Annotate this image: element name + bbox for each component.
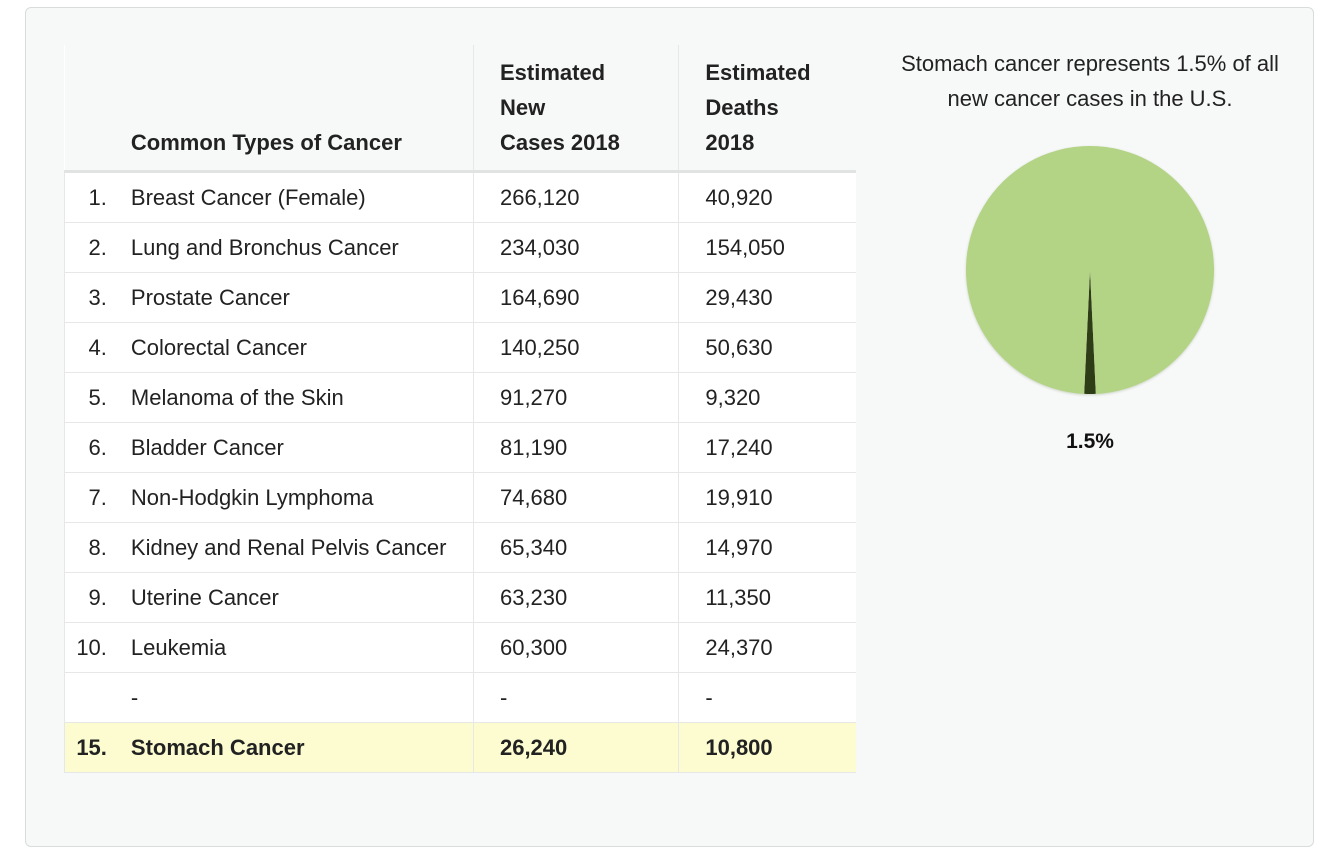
- row-new-cases: 63,230: [472, 572, 679, 623]
- row-new-cases: 60,300: [472, 622, 679, 673]
- row-deaths: -: [678, 672, 856, 723]
- deaths-header-line: Deaths: [705, 95, 779, 120]
- row-cancer-type: Colorectal Cancer: [130, 322, 474, 373]
- table-row: 3. Prostate Cancer 164,690 29,430: [63, 272, 856, 323]
- row-cancer-type: Uterine Cancer: [130, 572, 474, 623]
- new-cases-header-line: New: [499, 95, 546, 120]
- new-cases-header-line: Cases 2018: [499, 130, 620, 155]
- row-new-cases: 164,690: [472, 272, 679, 323]
- table-row: ---: [63, 672, 856, 723]
- row-cancer-type: Bladder Cancer: [130, 422, 474, 473]
- new-cases-header-line: Estimated: [499, 60, 606, 85]
- cancer-type-header: Common Types of Cancer: [130, 45, 474, 173]
- row-deaths: 11,350: [678, 572, 856, 623]
- row-cancer-type: Breast Cancer (Female): [130, 171, 474, 223]
- row-deaths: 19,910: [678, 472, 856, 523]
- row-cancer-type: Leukemia: [130, 622, 474, 673]
- row-new-cases: 91,270: [472, 372, 679, 423]
- row-rank: 10.: [63, 622, 131, 673]
- table-row: 6. Bladder Cancer 81,190 17,240: [63, 422, 856, 473]
- row-deaths: 29,430: [678, 272, 856, 323]
- table-row: 2. Lung and Bronchus Cancer 234,030 154,050: [63, 222, 856, 273]
- pie-slice: [966, 146, 1214, 394]
- row-rank: 15.: [63, 722, 131, 773]
- pie-slice: [1084, 270, 1096, 394]
- row-new-cases: 234,030: [472, 222, 679, 273]
- row-rank: [63, 672, 131, 723]
- table-body: 1. Breast Cancer (Female) 266,120 40,920 2. L…: [63, 171, 856, 773]
- row-cancer-type: Lung and Bronchus Cancer: [130, 222, 474, 273]
- deaths-header-line: 2018: [705, 130, 755, 155]
- new-cases-header: Estimated New Cases 2018: [472, 45, 679, 173]
- table-row: 10. Leukemia 60,300 24,370: [63, 622, 856, 673]
- table-header-row: Common Types of Cancer Estimated New Cas…: [64, 45, 856, 173]
- table-row: 7. Non-Hodgkin Lymphoma 74,680 19,910: [63, 472, 856, 523]
- table-row: 4. Colorectal Cancer 140,250 50,630: [63, 322, 856, 373]
- row-cancer-type: Non-Hodgkin Lymphoma: [130, 472, 474, 523]
- pie-chart: [966, 146, 1214, 394]
- row-deaths: 24,370: [678, 622, 856, 673]
- table-row: 15. Stomach Cancer 26,240 10,800: [63, 722, 856, 773]
- row-new-cases: -: [472, 672, 679, 723]
- table-row: 5. Melanoma of the Skin 91,270 9,320: [63, 372, 856, 423]
- cancer-statistics-table: Common Types of Cancer Estimated New Cas…: [63, 45, 856, 773]
- pie-slice-label: 1.5%: [1066, 430, 1114, 453]
- deaths-header-line: Estimated: [705, 60, 811, 85]
- row-cancer-type: Melanoma of the Skin: [130, 372, 474, 423]
- row-new-cases: 266,120: [472, 171, 679, 223]
- row-new-cases: 26,240: [472, 722, 679, 773]
- row-rank: 5.: [63, 372, 131, 423]
- row-rank: 8.: [63, 522, 131, 573]
- row-cancer-type: -: [130, 672, 474, 723]
- row-deaths: 14,970: [678, 522, 856, 573]
- table-row: 8. Kidney and Renal Pelvis Cancer 65,340 14…: [63, 522, 856, 573]
- cancer-type-header-label: Common Types of Cancer: [130, 130, 402, 155]
- row-deaths: 17,240: [678, 422, 856, 473]
- row-new-cases: 74,680: [472, 472, 679, 523]
- row-rank: 4.: [63, 322, 131, 373]
- row-rank: 7.: [63, 472, 131, 523]
- row-rank: 6.: [63, 422, 131, 473]
- row-deaths: 9,320: [678, 372, 856, 423]
- row-deaths: 154,050: [678, 222, 856, 273]
- row-new-cases: 140,250: [472, 322, 679, 373]
- pie-slices-group: [966, 146, 1214, 394]
- row-rank: 3.: [63, 272, 131, 323]
- row-cancer-type: Prostate Cancer: [130, 272, 474, 323]
- deaths-header: Estimated Deaths 2018: [678, 45, 856, 173]
- row-deaths: 50,630: [678, 322, 856, 373]
- row-rank: 2.: [63, 222, 131, 273]
- row-deaths: 10,800: [678, 722, 856, 773]
- row-new-cases: 81,190: [472, 422, 679, 473]
- table-row: 1. Breast Cancer (Female) 266,120 40,920: [63, 171, 856, 223]
- row-new-cases: 65,340: [472, 522, 679, 573]
- rank-header: [64, 45, 131, 173]
- row-cancer-type: Stomach Cancer: [130, 722, 474, 773]
- row-rank: 9.: [63, 572, 131, 623]
- row-rank: 1.: [63, 171, 131, 223]
- row-cancer-type: Kidney and Renal Pelvis Cancer: [130, 522, 474, 573]
- table-row: 9. Uterine Cancer 63,230 11,350: [63, 572, 856, 623]
- row-deaths: 40,920: [678, 171, 856, 223]
- pie-chart-title: Stomach cancer represents 1.5% of all ne…: [901, 51, 1279, 111]
